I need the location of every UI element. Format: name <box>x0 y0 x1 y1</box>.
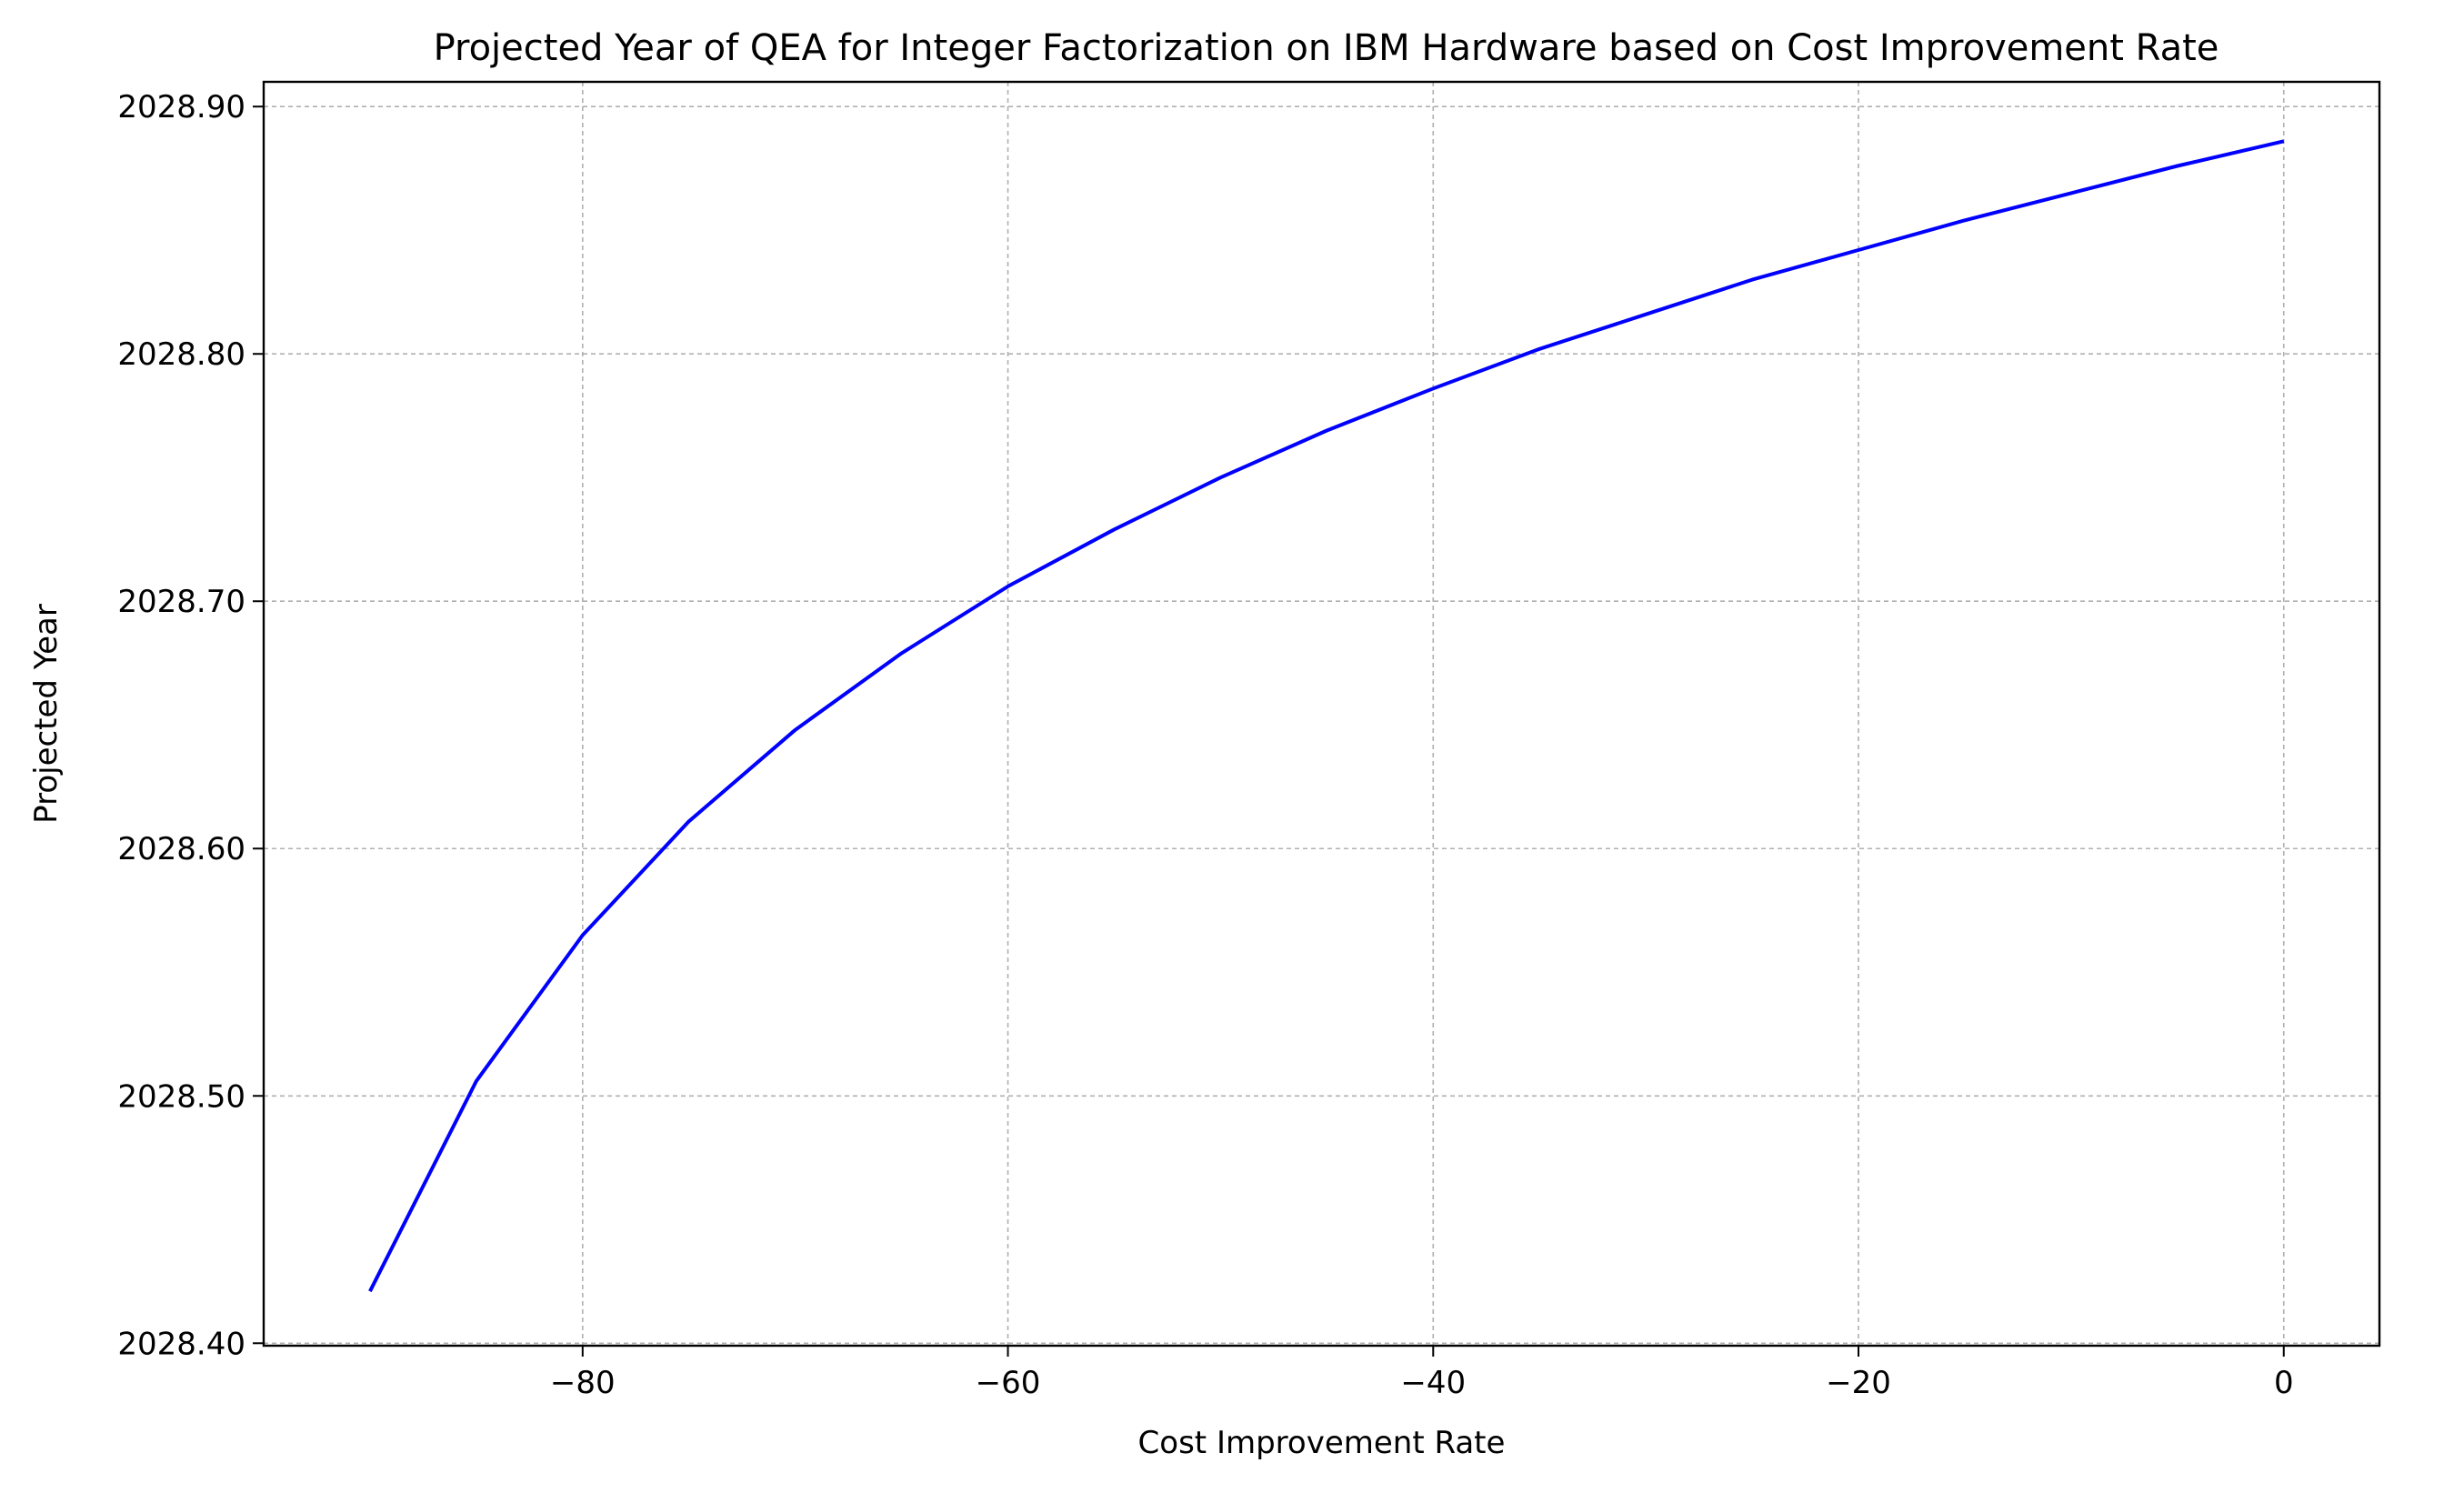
x-tick-label: −40 <box>1400 1365 1466 1401</box>
y-tick-label: 2028.90 <box>117 89 245 125</box>
y-tick-label: 2028.40 <box>117 1326 245 1362</box>
x-tick-label: −60 <box>976 1365 1041 1401</box>
x-axis: −80 −60 −40 −20 0 <box>550 1346 2294 1401</box>
grid-lines <box>264 82 2379 1346</box>
x-tick-label: 0 <box>2274 1365 2294 1401</box>
x-tick-label: −80 <box>550 1365 616 1401</box>
chart-title: Projected Year of QEA for Integer Factor… <box>434 27 2219 69</box>
y-tick-label: 2028.50 <box>117 1078 245 1115</box>
y-tick-label: 2028.70 <box>117 584 245 620</box>
y-tick-label: 2028.60 <box>117 831 245 867</box>
series-layer <box>368 139 2285 1293</box>
series-line <box>368 139 2285 1293</box>
x-tick-label: −20 <box>1826 1365 1891 1401</box>
y-axis-label: Projected Year <box>28 604 65 824</box>
y-tick-label: 2028.80 <box>117 336 245 373</box>
y-axis: 2028.40 2028.50 2028.60 2028.70 2028.80 2028.… <box>117 89 264 1362</box>
x-axis-label: Cost Improvement Rate <box>1138 1425 1506 1461</box>
plot-frame <box>262 80 2381 1348</box>
